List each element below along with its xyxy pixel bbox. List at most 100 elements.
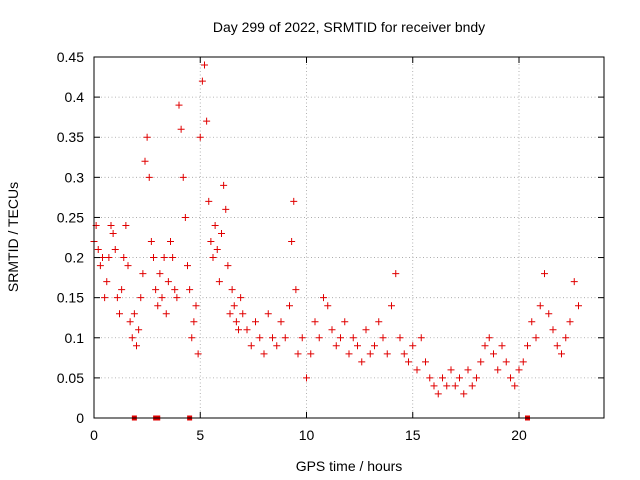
data-points [90, 61, 582, 398]
data-point [366, 350, 374, 358]
chart-title: Day 299 of 2022, SRMTID for receiver bnd… [213, 19, 485, 35]
data-point [485, 334, 493, 342]
data-point [213, 246, 221, 254]
data-point [456, 374, 463, 382]
y-tick-label: 0.4 [65, 89, 85, 105]
data-point [439, 374, 446, 382]
data-point [243, 326, 251, 334]
y-tick-label: 0.2 [65, 250, 85, 266]
data-point [473, 374, 480, 382]
data-point [388, 302, 395, 310]
data-point [303, 374, 310, 382]
data-point [507, 374, 514, 382]
data-point [156, 270, 164, 278]
data-point [553, 342, 561, 350]
data-point [349, 334, 357, 342]
data-point [298, 334, 306, 342]
data-point [201, 61, 208, 69]
y-tick-label: 0.15 [57, 290, 84, 306]
y-tick-labels: 0 0.05 0.1 0.15 0.2 0.25 0.3 0.35 0.4 0.45 [57, 49, 84, 426]
data-point [190, 318, 198, 326]
data-point [175, 101, 183, 109]
data-point [451, 382, 459, 390]
data-point [126, 318, 134, 326]
data-point [111, 246, 119, 254]
y-tick-label: 0.25 [57, 209, 84, 225]
data-point [324, 302, 332, 310]
data-point [162, 310, 170, 318]
y-tick-label: 0.45 [57, 49, 84, 65]
data-point [96, 262, 104, 270]
data-point [152, 286, 160, 294]
data-point [173, 294, 181, 302]
data-point [273, 342, 281, 350]
data-point [447, 366, 455, 374]
data-point [184, 262, 191, 270]
data-point [277, 318, 285, 326]
data-point [171, 286, 179, 294]
data-point [133, 342, 140, 350]
data-point [116, 310, 123, 318]
data-point [362, 326, 370, 334]
data-point [443, 382, 451, 390]
data-point [101, 294, 109, 302]
data-point [239, 310, 247, 318]
data-point [290, 197, 298, 205]
data-point [541, 270, 548, 278]
data-point [207, 238, 215, 246]
data-point [426, 374, 434, 382]
y-tick-label: 0 [76, 410, 84, 426]
data-point [502, 358, 510, 366]
data-point [498, 342, 506, 350]
data-point [218, 229, 225, 237]
data-point [256, 334, 264, 342]
data-point [192, 302, 200, 310]
data-point [515, 366, 523, 374]
data-point [307, 350, 315, 358]
data-point [292, 286, 300, 294]
data-point [468, 382, 476, 390]
data-point [464, 366, 472, 374]
data-point [311, 318, 319, 326]
data-point [211, 221, 219, 229]
data-point [139, 270, 147, 278]
data-point [150, 254, 157, 262]
data-point [137, 294, 145, 302]
data-point [379, 334, 387, 342]
data-point [511, 382, 519, 390]
data-point [222, 205, 230, 213]
data-point [143, 133, 151, 141]
data-point [260, 350, 268, 358]
data-point [494, 366, 502, 374]
data-point [118, 286, 126, 294]
data-point [570, 278, 578, 286]
data-point [181, 213, 189, 221]
data-point [177, 125, 185, 133]
data-point [528, 318, 536, 326]
data-point [247, 342, 255, 350]
data-point [383, 350, 391, 358]
data-point [164, 278, 172, 286]
data-point [226, 310, 234, 318]
x-tick-label: 5 [196, 427, 204, 443]
data-point [281, 334, 289, 342]
data-point [345, 350, 353, 358]
data-point [315, 334, 323, 342]
data-point [413, 366, 421, 374]
data-point [205, 197, 213, 205]
data-point [252, 318, 259, 326]
data-point [288, 238, 296, 246]
data-point [320, 294, 327, 302]
data-point [358, 358, 366, 366]
data-point [224, 262, 232, 270]
data-point [198, 77, 206, 85]
data-point [460, 390, 468, 398]
data-point [186, 286, 194, 294]
data-point [417, 334, 425, 342]
data-point [405, 358, 412, 366]
data-point [549, 326, 557, 334]
data-point [107, 221, 115, 229]
data-point [375, 318, 383, 326]
data-point [434, 390, 442, 398]
data-point [232, 318, 240, 326]
